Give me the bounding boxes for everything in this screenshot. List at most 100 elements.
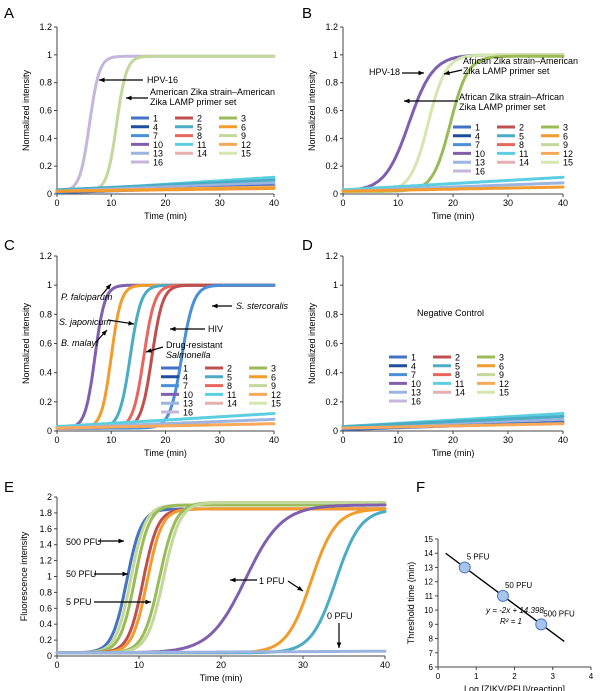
x-tick-label: 20 [448,435,458,445]
arrow-head [404,98,410,104]
x-tick-label: 40 [269,198,279,208]
legend-label: 12 [241,140,251,150]
y-tick-label: 0.4 [325,368,338,378]
x-tick-label: 1 [474,672,479,681]
annotation-text: American Zika strain–American [150,87,275,97]
point-label: 5 PFU [467,552,490,561]
x-axis-title: Time (min) [144,448,187,458]
y-tick-label: 0.8 [39,78,52,88]
y-tick-label: 0.6 [325,106,338,116]
legend-label: 14 [227,399,237,409]
legend-label: 6 [241,122,246,132]
annotation-text: 50 PFU [66,569,97,579]
legend-label: 2 [197,114,202,124]
x-tick-label: 20 [160,198,170,208]
y-tick-label: 1 [333,280,338,290]
y-tick-label: 1.6 [39,524,52,534]
y-tick-label: 0.8 [325,78,338,88]
panel-A: A 0 10 20 30 40 0 0.2 0.4 0.6 0.8 1 1.2 Time (min) Nor… [4,5,279,221]
y-tick-label: 0.6 [39,339,52,349]
arrow-head [101,330,107,336]
legend-label: 6 [499,361,504,371]
series-line-6 [341,185,565,193]
x-tick-label: 40 [558,435,568,445]
x-tick-label: 0 [340,435,345,445]
y-tick-label: 0.8 [39,309,52,319]
y-tick-label: 0.2 [39,635,52,645]
arrow-head [418,70,424,76]
panel-label: C [4,237,15,254]
arrow-head [297,585,303,591]
scatter-point [496,589,509,602]
arrow-head [122,571,128,577]
x-tick-label: 30 [215,198,225,208]
legend-label: 5 [519,131,524,141]
panel-C: C 0 10 20 30 40 0 0.2 0.4 0.6 0.8 1 1.2 Time (min) Nor… [4,237,289,458]
legend-label: 13 [475,158,485,168]
y-tick-label: 1 [47,50,52,60]
y-tick-label: 14 [424,549,433,558]
legend-label: 8 [227,381,232,391]
y-tick-label: 0.8 [325,309,338,319]
y-tick-label: 0 [47,426,52,436]
series-line-6 [55,186,276,193]
legend-label: 16 [183,408,193,418]
point-label: 500 PFU [543,609,575,618]
y-tick-label: 6 [429,663,434,672]
legend-label: 16 [153,158,163,168]
y-tick-label: 1.4 [39,540,52,550]
y-axis-title: Fluorescence intensity [19,531,29,621]
legend-label: 8 [455,370,460,380]
panel-label: F [416,479,425,496]
x-tick-label: 10 [106,435,116,445]
annotation-text: Zika LAMP primer set [459,102,546,112]
y-tick-label: 0.6 [39,106,52,116]
legend-label: 2 [227,364,232,374]
legend-label: 12 [271,390,281,400]
legend-label: 2 [455,353,460,363]
legend-label: 8 [519,140,524,150]
legend-label: 10 [183,390,193,400]
x-tick-label: 0 [54,660,59,670]
panel-label: E [4,479,14,496]
arrow-head [170,326,176,332]
arrow-head [128,320,134,326]
y-tick-label: 8 [429,635,434,644]
y-tick-label: 1.2 [39,251,52,261]
y-tick-label: 0.4 [39,619,52,629]
annotation-text: B. malayi [61,338,99,348]
y-tick-label: 1.8 [39,508,52,518]
series-line-1-PFU-c [55,510,387,655]
arrow-head [146,348,152,353]
legend-label: 5 [197,122,202,132]
y-axis-title: Threshold time (min) [406,562,416,645]
x-tick-label: 3 [551,672,556,681]
legend-label: 3 [271,364,276,374]
x-tick-label: 0 [54,198,59,208]
y-tick-label: 9 [429,620,434,629]
y-axis-title: Normalized intensity [307,69,317,151]
annotation-text: HPV-16 [147,75,178,85]
y-tick-label: 0 [47,189,52,199]
annotation-text: HPV-18 [369,67,400,77]
x-tick-label: 40 [380,660,390,670]
legend-label: 6 [563,131,568,141]
y-tick-label: 0.4 [39,368,52,378]
y-tick-label: 2 [47,492,52,502]
legend-label: 9 [241,131,246,141]
arrow-head [145,599,151,605]
legend-label: 4 [411,361,416,371]
x-tick-label: 2 [512,672,517,681]
annotation-text: Salmonella [166,350,211,360]
x-tick-label: 20 [216,660,226,670]
y-tick-label: 0.6 [325,339,338,349]
annotation-text: Negative Control [417,308,484,318]
panel-B: B 0 10 20 30 40 0 0.2 0.4 0.6 0.8 1 1.2 Time (min) Nor… [302,5,578,221]
y-tick-label: 1.2 [39,22,52,32]
y-tick-label: 0.2 [325,397,338,407]
arrow-head [336,642,342,648]
y-tick-label: 0.2 [325,161,338,171]
legend-label: 3 [241,114,246,124]
y-tick-label: 0.4 [39,133,52,143]
annotation-text: Drug-resistant [166,340,223,350]
